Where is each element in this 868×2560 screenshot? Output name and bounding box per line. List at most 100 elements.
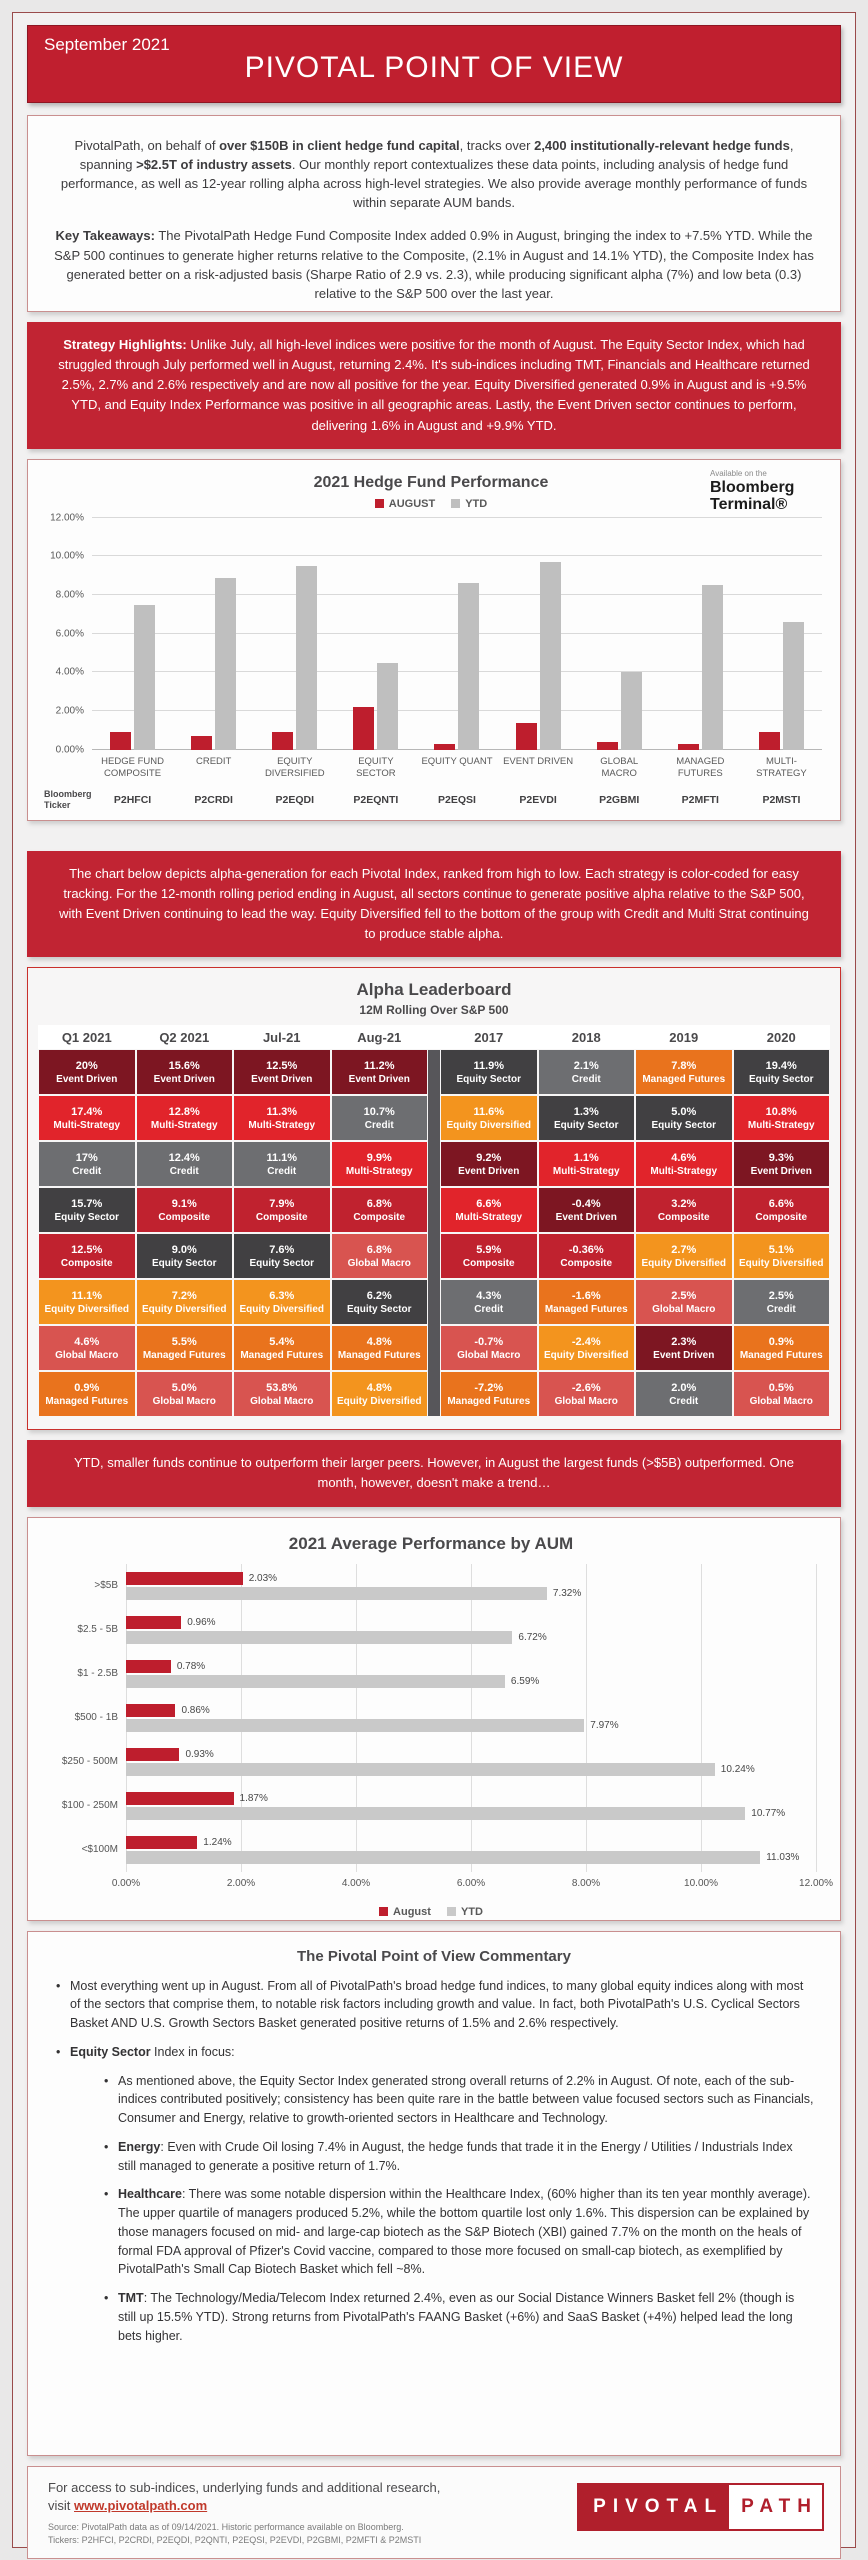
bar-row: 1.24% (126, 1835, 816, 1849)
bullet-marker: • (104, 2187, 109, 2202)
leaderboard-cell: 12.5% Event Driven (234, 1050, 330, 1095)
bar-groups (92, 518, 822, 750)
cell-value: 6.2% (366, 1289, 392, 1302)
logo-path: PATH (729, 2484, 822, 2529)
legend-item: AUGUST (374, 498, 435, 510)
bar-ytd (701, 585, 723, 750)
cell-strategy: Credit (474, 1303, 504, 1315)
cell-value: 4.6% (671, 1151, 697, 1164)
cell-value: 5.1% (768, 1243, 794, 1256)
cell-value: 2.7% (671, 1243, 697, 1256)
plot: 2.03% 7.32% 0.96% 6.72% 0.78% 6.59% 0.86% 7.97%… (126, 1563, 817, 1872)
x-axis-category-label: EVENT DRIVEN (503, 755, 574, 767)
leaderboard-cell: -2.6% Global Macro (538, 1372, 634, 1417)
bar-value-label: 0.96% (187, 1616, 216, 1628)
cell-strategy: Credit (169, 1165, 199, 1177)
column-header: Jul-21 (233, 1025, 331, 1050)
pivotalpath-link[interactable]: www.pivotalpath.com (74, 2497, 208, 2513)
leaderboard-cell: 4.8% Equity Diversified (331, 1372, 427, 1417)
x-axis-category-label: EQUITY DIVERSIFIED (264, 755, 325, 779)
y-axis-category-label: $500 - 1B (74, 1712, 118, 1724)
cell-strategy: Equity Sector (152, 1257, 217, 1269)
footer: For access to sub-indices, underlying fu… (27, 2465, 841, 2559)
bar-august (677, 743, 699, 750)
x-axis-tick-label: 6.00% (456, 1877, 486, 1889)
y-axis-tick-label: 8.00% (55, 589, 84, 601)
leaderboard-cell: 0.5% Global Macro (733, 1372, 829, 1417)
cell-value: 53.8% (266, 1381, 298, 1394)
leaderboard-cell: 6.6% Multi-Strategy (441, 1188, 537, 1233)
cell-value: 12.8% (168, 1105, 200, 1118)
leaderboard-cell: 11.6% Equity Diversified (441, 1096, 537, 1141)
y-axis-tick-label: 6.00% (55, 628, 84, 640)
cell-value: 11.6% (473, 1105, 505, 1118)
cell-value: 10.8% (765, 1105, 797, 1118)
cell-strategy: Multi-Strategy (150, 1119, 218, 1131)
report-page: September 2021 PIVOTAL POINT OF VIEW Piv… (12, 12, 856, 2559)
cell-value: 0.9% (768, 1335, 794, 1348)
footer-visit-text: visit (48, 2497, 74, 2513)
text-segment: Energy (118, 2139, 161, 2154)
bar-row: 10.77% (126, 1806, 816, 1820)
bar-ytd (296, 566, 318, 750)
leaderboard-cell: 5.9% Composite (441, 1234, 537, 1279)
cell-strategy: Composite (255, 1211, 308, 1223)
bar-row: 7.97% (126, 1718, 816, 1732)
bar-ytd (126, 1806, 746, 1820)
commentary-title: The Pivotal Point of View Commentary (297, 1947, 571, 1965)
bloomberg-ticker: P2GBMI (599, 794, 640, 807)
cell-value: 1.3% (573, 1105, 599, 1118)
text-segment: Strategy Highlights: (63, 337, 187, 352)
leaderboard-column: Q1 2021 20% Event Driven 17.4% Multi-Strateg… (38, 1025, 136, 1417)
leaderboard-cell: 7.6% Equity Sector (234, 1234, 330, 1279)
bar-group (335, 518, 416, 750)
cell-strategy: Composite (60, 1257, 113, 1269)
bar-group (92, 518, 173, 750)
cell-strategy: Credit (766, 1303, 796, 1315)
legend-swatch (446, 1907, 456, 1917)
bar-august (126, 1835, 198, 1849)
gridline (701, 1563, 702, 1872)
leaderboard-column: 2019 7.8% Managed Futures 5.0% Equity Sector… (635, 1025, 733, 1417)
cell-strategy: Equity Diversified (641, 1257, 726, 1269)
leaderboard-cell: 12.8% Multi-Strategy (136, 1096, 232, 1141)
cell-value: 6.3% (269, 1289, 295, 1302)
cell-strategy: Multi-Strategy (552, 1165, 620, 1177)
report-date: September 2021 (44, 35, 170, 54)
cell-value: 11.2% (363, 1059, 395, 1072)
leaderboard-cell: 1.1% Multi-Strategy (538, 1142, 634, 1187)
cell-value: 0.5% (768, 1381, 794, 1394)
bar-august (126, 1659, 171, 1673)
cell-value: 9.1% (171, 1197, 197, 1210)
leaderboard-cell: 4.8% Managed Futures (331, 1326, 427, 1371)
leaderboard-column: 2018 2.1% Credit 1.3% Equity Sector 1.1% Multi… (537, 1025, 635, 1417)
cell-strategy: Equity Sector (456, 1073, 521, 1085)
bar-august (126, 1791, 234, 1805)
commentary-bullet: • Healthcare: There was some notable disp… (96, 2185, 820, 2279)
cell-value: 20% (75, 1059, 98, 1072)
bar-group: 1.24% 11.03% (126, 1828, 816, 1872)
cell-value: 3.2% (671, 1197, 697, 1210)
text-segment: Unlike July, all high-level indices were… (58, 337, 810, 433)
y-axis-tick-label: 0.00% (55, 744, 84, 756)
column-header: 2020 (732, 1025, 830, 1050)
gridline (586, 1563, 587, 1872)
legend-swatch (379, 1907, 389, 1917)
leaderboard-cell: 11.2% Event Driven (331, 1050, 427, 1095)
cell-value: 9.0% (171, 1243, 197, 1256)
bullet-text: As mentioned above, the Equity Sector In… (118, 2072, 820, 2128)
cell-strategy: Credit (267, 1165, 297, 1177)
leaderboard-cell: 17% Credit (39, 1142, 135, 1187)
bar-group (660, 518, 741, 750)
x-axis-category-label: EQUITY QUANT (421, 755, 493, 767)
footer-line2: visit www.pivotalpath.com (48, 2497, 440, 2515)
cell-strategy: Composite (755, 1211, 808, 1223)
x-axis-tick-label: 4.00% (341, 1877, 371, 1889)
leaderboard-cell: 5.0% Global Macro (136, 1372, 232, 1417)
y-axis-category-label: $2.5 - 5B (77, 1624, 118, 1636)
chart-legend: AUGUST YTD (40, 498, 822, 510)
bar-ytd (126, 1674, 505, 1688)
cell-value: 2.5% (671, 1289, 697, 1302)
leaderboard-cell: 11.1% Equity Diversified (39, 1280, 135, 1325)
bloomberg-tickers: P2HFCI P2CRDI P2EQDI P2EQNTI P2EQSI P2EVDI P2G… (92, 794, 822, 806)
